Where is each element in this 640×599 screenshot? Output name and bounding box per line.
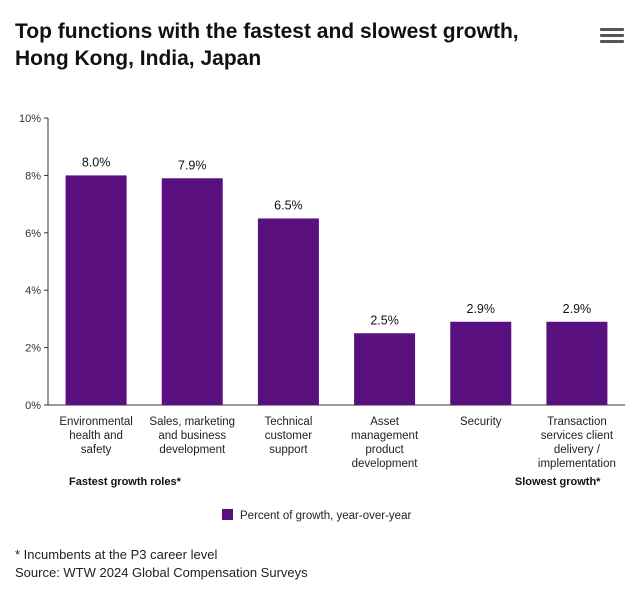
x-tick-label: product [365,444,404,456]
bar-data-label: 2.9% [563,302,592,316]
y-tick-label: 10% [19,113,41,125]
legend-swatch [222,509,233,520]
hamburger-menu-icon[interactable] [600,28,624,48]
x-tick-label: Environmental [59,416,133,428]
x-tick-label: Technical [264,416,312,428]
y-tick-label: 0% [25,400,41,412]
bar-data-label: 2.5% [370,313,399,327]
x-tick-label: implementation [538,458,616,470]
y-tick-label: 2% [25,343,41,355]
x-tick-label: and business [158,430,226,442]
x-tick-label: Sales, marketing [149,416,235,428]
bar [65,175,127,405]
bar-chart-svg: 0% 2% 4% 6% 8% 10% 8.0% Environmental health and… [19,113,625,522]
bar-data-label: 2.9% [467,302,496,316]
chart-title: Top functions with the fastest and slowe… [15,18,585,72]
bar-data-label: 7.9% [178,158,207,172]
bar-data-label: 8.0% [82,155,111,169]
footnotes: * Incumbents at the P3 career level Sour… [15,546,308,582]
chart-title-line2: Hong Kong, India, Japan [15,47,262,70]
x-tick-label: support [269,444,308,456]
footnote-source: Source: WTW 2024 Global Compensation Sur… [15,565,308,580]
x-tick-label: Transaction [547,416,607,428]
x-tick-label: health and [69,430,123,442]
x-tick-label: safety [81,444,112,456]
x-tick-label: management [351,430,419,442]
x-tick-label: Security [460,416,502,428]
x-tick-label: Asset [370,416,400,428]
bar [161,178,223,405]
y-tick-label: 6% [25,228,41,240]
bar [450,321,512,405]
footnote-note: * Incumbents at the P3 career level [15,547,218,562]
bar [546,321,608,405]
legend-label: Percent of growth, year-over-year [240,510,411,522]
y-tick-label: 8% [25,170,41,182]
x-tick-label: development [159,444,226,456]
x-tick-label: delivery / [554,444,601,456]
bar [257,218,319,405]
x-tick-label: development [352,458,419,470]
bar [354,333,416,405]
bar-data-label: 6.5% [274,198,303,212]
bar-chart: 0% 2% 4% 6% 8% 10% 8.0% Environmental health and… [0,100,640,540]
group-label-slowest: Slowest growth* [515,476,601,488]
x-tick-label: services client [541,430,614,442]
x-tick-label: customer [265,430,312,442]
y-tick-label: 4% [25,285,41,297]
chart-title-line1: Top functions with the fastest and slowe… [15,20,519,43]
group-label-fastest: Fastest growth roles* [69,476,182,488]
